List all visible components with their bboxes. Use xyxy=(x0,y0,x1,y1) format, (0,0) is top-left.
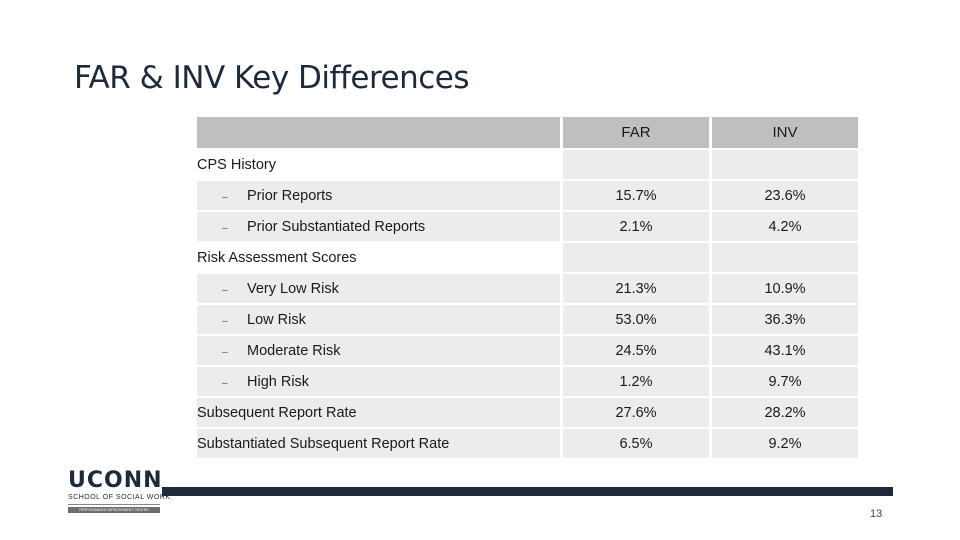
uconn-logo: UCONN SCHOOL OF SOCIAL WORK PERFORMANCE … xyxy=(68,468,171,513)
dash-bullet-icon: – xyxy=(222,346,228,358)
inv-value: 28.2% xyxy=(709,398,858,429)
inv-value: 23.6% xyxy=(709,181,858,212)
table-row: – Very Low Risk 21.3% 10.9% xyxy=(197,274,858,305)
inv-value: 4.2% xyxy=(709,212,858,243)
inv-value: 36.3% xyxy=(709,305,858,336)
row-label: – Low Risk xyxy=(197,305,560,336)
inv-value: 9.7% xyxy=(709,367,858,398)
dash-bullet-icon: – xyxy=(222,222,228,234)
table-row: – High Risk 1.2% 9.7% xyxy=(197,367,858,398)
logo-divider xyxy=(68,504,160,505)
page-number: 13 xyxy=(870,508,883,520)
header-label-cell xyxy=(197,117,560,150)
blank-cell xyxy=(709,243,858,274)
logo-tagline: PERFORMANCE IMPROVEMENT CENTER xyxy=(68,507,160,513)
table-row: – Moderate Risk 24.5% 43.1% xyxy=(197,336,858,367)
dash-bullet-icon: – xyxy=(222,315,228,327)
row-label: – High Risk xyxy=(197,367,560,398)
far-value: 21.3% xyxy=(560,274,709,305)
section-label: Risk Assessment Scores xyxy=(197,243,560,274)
row-label: – Very Low Risk xyxy=(197,274,560,305)
row-label: Subsequent Report Rate xyxy=(197,398,560,429)
row-label: Substantiated Subsequent Report Rate xyxy=(197,429,560,460)
dash-bullet-icon: – xyxy=(222,191,228,203)
table-row: Substantiated Subsequent Report Rate 6.5… xyxy=(197,429,858,460)
footer-bar xyxy=(162,487,893,496)
inv-value: 10.9% xyxy=(709,274,858,305)
section-label: CPS History xyxy=(197,150,560,181)
section-row-risk-assessment: Risk Assessment Scores xyxy=(197,243,858,274)
row-label: – Prior Substantiated Reports xyxy=(197,212,560,243)
table-row: Subsequent Report Rate 27.6% 28.2% xyxy=(197,398,858,429)
far-value: 53.0% xyxy=(560,305,709,336)
far-value: 15.7% xyxy=(560,181,709,212)
inv-value: 9.2% xyxy=(709,429,858,460)
inv-value: 43.1% xyxy=(709,336,858,367)
slide-title: FAR & INV Key Differences xyxy=(74,60,470,96)
far-value: 27.6% xyxy=(560,398,709,429)
far-value: 2.1% xyxy=(560,212,709,243)
comparison-table: FAR INV CPS History – Prior Reports 15.7%… xyxy=(197,117,858,460)
table-header-row: FAR INV xyxy=(197,117,858,150)
row-label: – Moderate Risk xyxy=(197,336,560,367)
header-inv: INV xyxy=(709,117,858,150)
far-value: 6.5% xyxy=(560,429,709,460)
table-row: – Prior Substantiated Reports 2.1% 4.2% xyxy=(197,212,858,243)
section-row-cps-history: CPS History xyxy=(197,150,858,181)
blank-cell xyxy=(560,243,709,274)
logo-wordmark: UCONN xyxy=(68,468,163,493)
far-value: 1.2% xyxy=(560,367,709,398)
dash-bullet-icon: – xyxy=(222,377,228,389)
logo-subtitle: SCHOOL OF SOCIAL WORK xyxy=(68,494,171,501)
row-label: – Prior Reports xyxy=(197,181,560,212)
table-row: – Low Risk 53.0% 36.3% xyxy=(197,305,858,336)
header-far: FAR xyxy=(560,117,709,150)
blank-cell xyxy=(560,150,709,181)
table-row: – Prior Reports 15.7% 23.6% xyxy=(197,181,858,212)
dash-bullet-icon: – xyxy=(222,284,228,296)
blank-cell xyxy=(709,150,858,181)
far-value: 24.5% xyxy=(560,336,709,367)
